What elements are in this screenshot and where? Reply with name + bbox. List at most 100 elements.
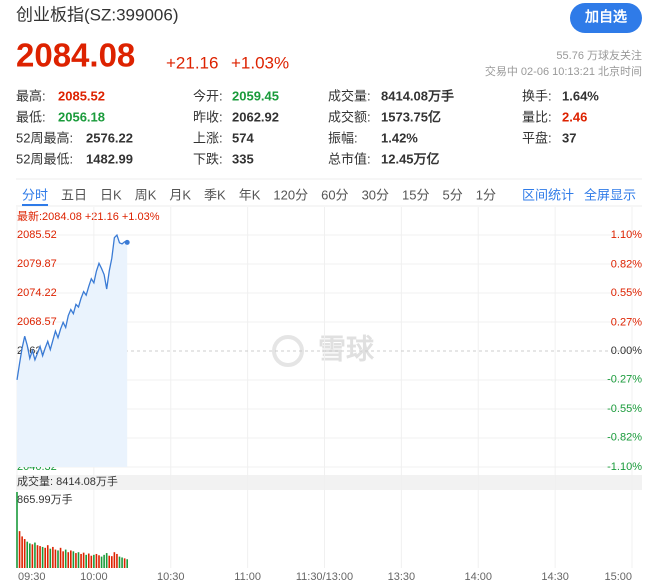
volume-bar [64, 549, 67, 568]
volume-bar [72, 551, 75, 568]
stat-value: 2056.18 [58, 109, 105, 124]
volume-bar [46, 545, 49, 568]
stat-value: 1482.99 [86, 151, 133, 166]
volume-bar [95, 553, 98, 568]
stat-label: 最高: [16, 88, 46, 103]
watermark: 雪球 [272, 333, 375, 367]
link[interactable]: 区间统计 [522, 187, 574, 202]
tab[interactable]: 120分 [273, 187, 308, 202]
stat-label: 总市值: [328, 151, 371, 166]
volume-title: 成交量: 8414.08万手 [17, 474, 118, 488]
percent: +1.03% [231, 53, 289, 72]
x-tick-label: 14:00 [464, 571, 492, 583]
tab[interactable]: 5分 [443, 187, 463, 202]
volume-bar [100, 556, 103, 568]
volume-bar [77, 552, 80, 568]
tab[interactable]: 30分 [362, 187, 389, 202]
y2-tick-label: -1.10% [607, 461, 642, 473]
volume-bar [103, 554, 105, 568]
volume-bar [123, 558, 126, 568]
stat-value: 2.46 [562, 109, 587, 124]
x-tick-label: 09:30 [18, 571, 46, 583]
volume-bar [39, 546, 41, 568]
volume-bar [16, 492, 18, 568]
tab[interactable]: 五日 [61, 187, 87, 202]
volume-bar [116, 553, 118, 568]
stat-value: 2062.92 [232, 109, 279, 124]
followers: 55.76 万球友关注 [556, 48, 642, 62]
add-button-label[interactable]: 加自选 [584, 9, 627, 25]
volume-bar [75, 553, 77, 568]
y2-tick-label: -0.27% [607, 373, 642, 385]
tab[interactable]: 1分 [476, 187, 496, 202]
volume-bar [18, 531, 21, 568]
volume-bar [23, 539, 26, 568]
volume-bar [98, 555, 100, 568]
volume-bar [121, 557, 123, 568]
add-button[interactable] [570, 3, 642, 33]
volume-bar [59, 547, 62, 568]
stat-label: 52周最低: [16, 151, 73, 166]
tab[interactable]: 季K [204, 187, 226, 202]
stat-value: 335 [232, 151, 254, 166]
volume-bar [44, 547, 46, 568]
stat-label: 量比: [522, 109, 552, 124]
volume-bar [126, 559, 128, 568]
tab[interactable]: 15分 [402, 187, 429, 202]
x-tick-label: 13:30 [388, 571, 416, 583]
tab[interactable]: 周K [135, 187, 157, 202]
stat-label: 52周最高: [16, 130, 73, 145]
x-tick-label: 15:00 [604, 571, 632, 583]
price-area [17, 235, 128, 467]
volume-bar [67, 552, 70, 568]
y2-tick-label: 0.82% [611, 258, 642, 270]
volume-tick-label: 865.99万手 [17, 492, 73, 506]
volume-bar [41, 546, 44, 568]
stat-label: 振幅: [328, 130, 358, 145]
tab[interactable]: 月K [169, 187, 191, 202]
watermark-text: 雪球 [318, 333, 375, 364]
stat-value: 2059.45 [232, 88, 279, 103]
volume-bar [54, 549, 57, 568]
volume-bar [29, 543, 31, 568]
tab[interactable]: 分时 [22, 187, 48, 202]
volume-bar [52, 546, 54, 568]
volume-bar [31, 544, 34, 568]
volume-bar [82, 552, 85, 568]
stat-label: 成交额: [328, 109, 371, 124]
volume-bar [85, 554, 87, 568]
tab[interactable]: 日K [100, 187, 122, 202]
y2-tick-label: -0.55% [607, 403, 642, 415]
status: 交易中 02-06 10:13:21 北京时间 [485, 64, 642, 78]
stat-label: 成交量: [328, 88, 371, 103]
volume-bar [118, 556, 121, 568]
y-tick-label: 2074.22 [17, 287, 57, 299]
y2-tick-label: 0.27% [611, 316, 642, 328]
stat-value: 2576.22 [86, 130, 133, 145]
stat-value: 574 [232, 130, 254, 145]
price-line [16, 233, 128, 380]
tab[interactable]: 60分 [321, 187, 348, 202]
volume-bar [62, 551, 64, 568]
volume-bar [80, 553, 82, 568]
stat-label: 最低: [16, 109, 46, 124]
volume-bar [26, 541, 29, 568]
volume-bar [111, 556, 113, 568]
stat-value: 1.42% [381, 130, 418, 145]
stat-label: 换手: [522, 88, 552, 103]
link[interactable]: 全屏显示 [584, 187, 636, 202]
volume-bar [105, 553, 108, 568]
price: 2084.08 [16, 37, 135, 74]
stat-label: 上涨: [193, 130, 223, 145]
stat-value: 37 [562, 130, 576, 145]
y-tick-label: 2068.57 [17, 316, 57, 328]
volume-header-bg [16, 475, 642, 490]
y-tick-label: 2079.87 [17, 258, 57, 270]
title: 创业板指(SZ:399006) [16, 5, 179, 24]
x-tick-label: 14:30 [541, 571, 569, 583]
legend: 最新:2084.08 +21.16 +1.03% [17, 209, 160, 223]
tab[interactable]: 年K [239, 187, 261, 202]
volume-bar [90, 555, 93, 568]
volume-bar [34, 542, 36, 568]
x-tick-label: 11:00 [234, 571, 261, 583]
